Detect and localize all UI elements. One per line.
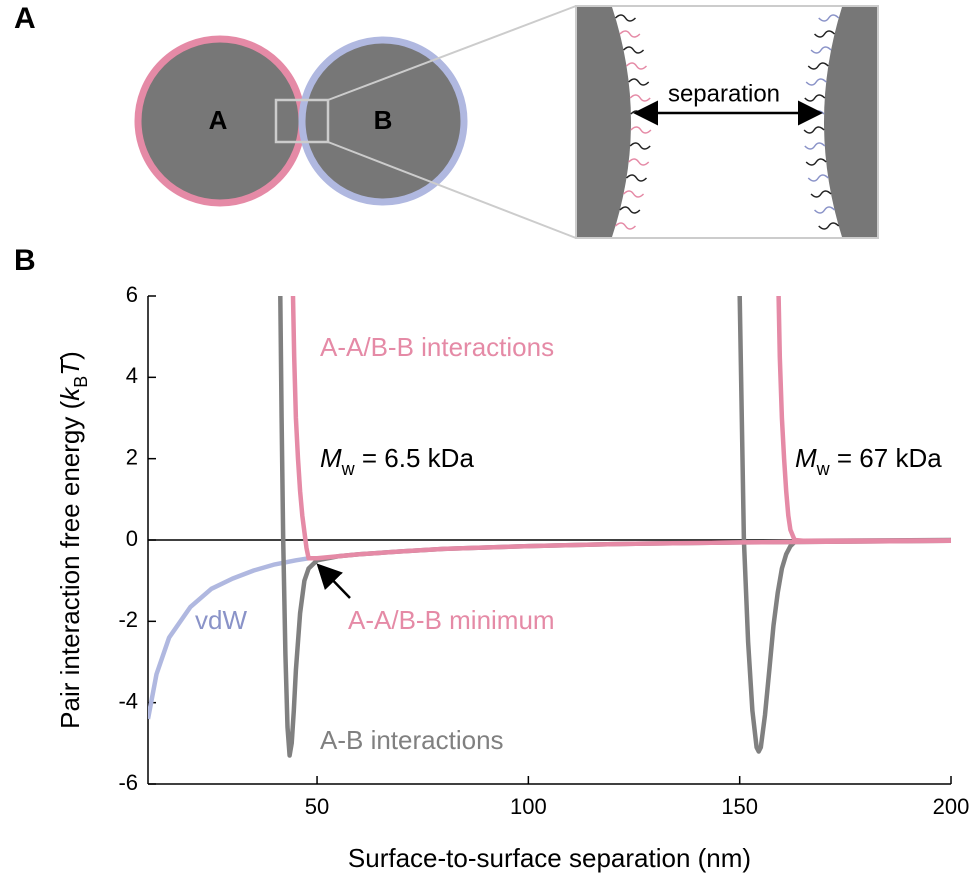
y-axis-label-part: ) (55, 351, 85, 360)
particle-label: B (374, 105, 393, 135)
minimum-arrow (316, 563, 351, 599)
polymer (807, 62, 829, 70)
x-tick-label: 100 (510, 794, 547, 819)
diagram: A B separation (134, 5, 879, 239)
surface-right (824, 7, 877, 237)
polymer (619, 30, 641, 38)
polymer (805, 158, 827, 166)
polymer (803, 126, 825, 134)
annotation: A-A/B-B minimum (348, 605, 555, 635)
annotation-part: w (341, 459, 356, 479)
y-tick-label: 0 (126, 526, 138, 551)
polymer (807, 174, 829, 182)
inset-label: separation (668, 80, 780, 107)
particle-b (298, 36, 468, 206)
polymer (814, 30, 836, 38)
polymer (814, 206, 836, 214)
polymer (804, 142, 826, 150)
polymer (614, 14, 636, 22)
polymer (628, 158, 650, 166)
panel-label: B (14, 244, 36, 277)
annotation: Mw = 6.5 kDa (320, 443, 474, 479)
y-tick-label: 2 (126, 444, 138, 469)
x-tick-label: 150 (721, 794, 758, 819)
polymer (623, 190, 645, 198)
annotation-part: = 6.5 kDa (355, 443, 475, 473)
annotation: A-A/B-B interactions (320, 332, 554, 362)
polymer (614, 222, 636, 230)
polymer (818, 222, 840, 230)
annotation-part: M (320, 443, 342, 473)
polymer (804, 94, 826, 102)
zoom-line (327, 5, 577, 101)
x-axis-label: Surface-to-surface separation (nm) (348, 843, 751, 873)
polymer (625, 62, 648, 70)
y-axis-label-part: Pair interaction free energy ( (55, 400, 85, 728)
polymer (628, 78, 650, 86)
y-axis-label-part: T (55, 358, 85, 376)
zoom-line (327, 141, 577, 239)
annotation-part: = 67 kDa (830, 443, 943, 473)
y-axis-label-part: k (55, 386, 85, 401)
series-line (776, 295, 952, 544)
annotation-part: M (795, 443, 817, 473)
y-axis-label: Pair interaction free energy (kBT) (55, 351, 91, 729)
polymer (805, 78, 827, 86)
annotation: A-B interactions (320, 725, 504, 755)
x-tick-label: 50 (305, 794, 329, 819)
y-tick-label: -4 (118, 688, 138, 713)
polymer (619, 206, 641, 214)
particle-label: A (209, 105, 228, 135)
polymer (629, 142, 651, 150)
y-axis-label-part: B (71, 376, 91, 388)
surface-left (577, 7, 631, 237)
annotation-part: w (816, 459, 831, 479)
y-tick-label: 6 (126, 282, 138, 307)
series-line (290, 295, 952, 561)
polymer (630, 126, 652, 134)
polymer (625, 174, 648, 182)
polymer (818, 14, 840, 22)
annotation: Mw = 67 kDa (795, 443, 942, 479)
y-tick-label: -2 (118, 607, 138, 632)
annotation: vdW (195, 605, 247, 635)
panel-label: A (14, 2, 36, 35)
y-tick-label: -6 (118, 770, 138, 795)
polymer (810, 190, 832, 198)
series-line (737, 295, 952, 754)
polymer (623, 46, 645, 54)
chart: -6 -4 -2 0 2 4 6 50 100 150 200 Surface-to-surface … (55, 282, 969, 873)
x-tick-label: 200 (933, 794, 970, 819)
y-tick-label: 4 (126, 363, 138, 388)
polymer (629, 94, 651, 102)
series-line (278, 295, 952, 758)
polymer (810, 46, 832, 54)
zoom-box (274, 98, 330, 144)
